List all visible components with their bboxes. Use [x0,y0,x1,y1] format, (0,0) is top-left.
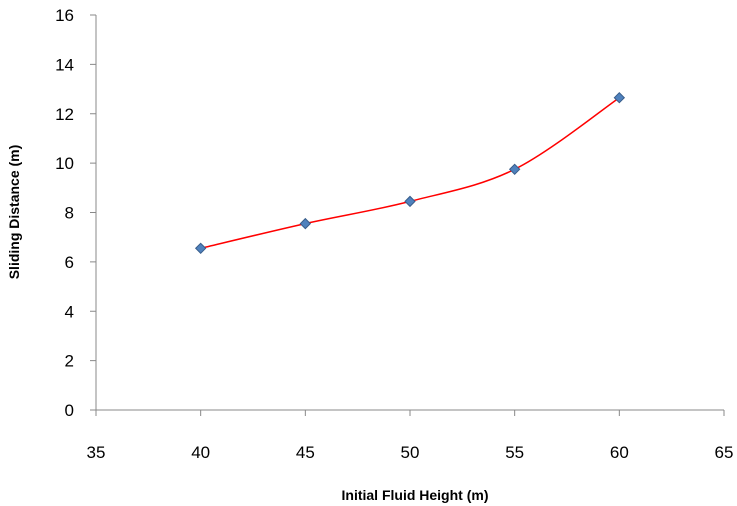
x-tick-label: 50 [401,443,420,462]
x-tick-label: 45 [296,443,315,462]
y-tick-label: 2 [65,352,74,371]
x-tick-label: 55 [505,443,524,462]
data-point-marker [508,163,521,176]
axes-layer: 0 2 4 6 8 10 12 14 16 35 40 45 50 55 60 65 [55,6,733,462]
y-tick-label: 0 [65,401,74,420]
y-tick-label: 4 [65,302,74,321]
data-point-marker [404,195,416,208]
y-tick-label: 6 [65,253,74,272]
y-tick-label: 10 [55,154,74,173]
data-point-marker [299,217,312,230]
y-tick-label: 8 [65,204,74,223]
y-axis-title: Sliding Distance (m) [6,145,22,280]
x-tick-label: 35 [87,443,106,462]
data-point-marker [613,91,626,104]
series-layer [194,91,626,255]
x-tick-label: 65 [715,443,734,462]
y-tick-label: 14 [55,55,74,74]
y-tick-label: 12 [55,105,74,124]
x-tick-label: 40 [191,443,210,462]
x-tick-label: 60 [610,443,629,462]
data-point-marker [194,242,207,255]
y-tick-label: 16 [55,6,74,25]
series-line [200,97,620,250]
x-axis-title: Initial Fluid Height (m) [342,487,489,503]
